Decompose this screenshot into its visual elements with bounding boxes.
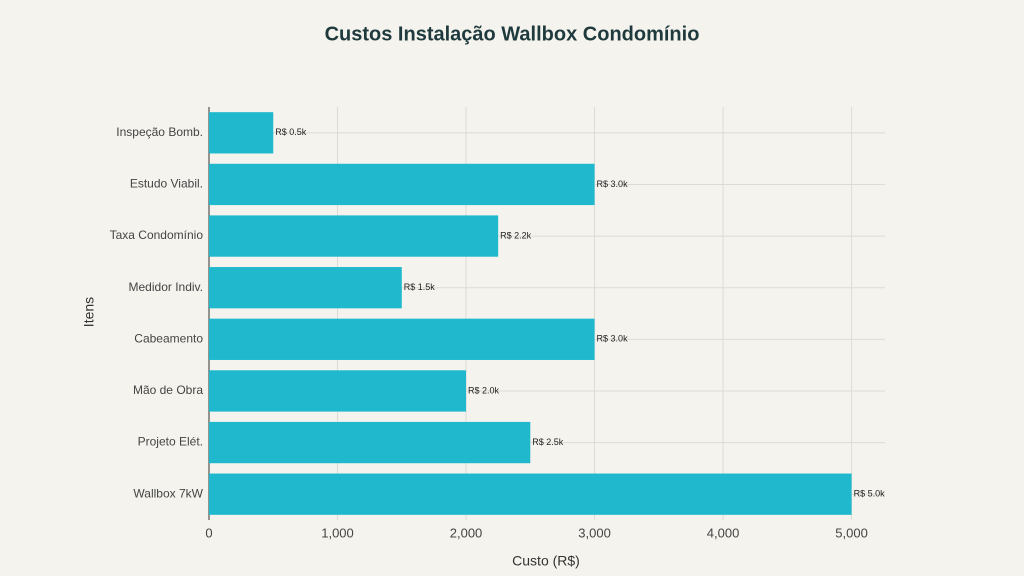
bar bbox=[209, 318, 595, 360]
y-tick-label: Inspeção Bomb. bbox=[116, 125, 203, 139]
y-tick-label: Projeto Elét. bbox=[138, 435, 203, 449]
y-tick-label: Taxa Condomínio bbox=[110, 228, 204, 242]
x-tick-label: 1,000 bbox=[321, 525, 354, 540]
x-tick-label: 5,000 bbox=[835, 525, 868, 540]
value-label: R$ 0.5k bbox=[275, 127, 307, 137]
value-label: R$ 3.0k bbox=[597, 334, 629, 344]
bar bbox=[209, 421, 531, 464]
y-tick-label: Estudo Viabil. bbox=[130, 177, 203, 191]
bar bbox=[209, 267, 402, 309]
y-axis-title: Itens bbox=[81, 297, 97, 327]
y-tick-label: Wallbox 7kW bbox=[133, 486, 203, 500]
x-axis-title: Custo (R$) bbox=[512, 553, 580, 569]
x-tick-label: 2,000 bbox=[450, 525, 483, 540]
value-label: R$ 3.0k bbox=[597, 179, 629, 189]
y-tick-label: Mão de Obra bbox=[133, 383, 203, 397]
value-label: R$ 5.0k bbox=[854, 489, 886, 499]
chart-title: Custos Instalação Wallbox Condomínio bbox=[325, 23, 700, 45]
y-tick-label: Medidor Indiv. bbox=[129, 280, 203, 294]
bar bbox=[209, 473, 852, 515]
bar bbox=[209, 370, 467, 412]
x-tick-label: 3,000 bbox=[578, 525, 611, 540]
x-tick-label: 0 bbox=[205, 525, 212, 540]
x-tick-label: 4,000 bbox=[707, 525, 740, 540]
value-label: R$ 2.2k bbox=[500, 230, 532, 240]
bar bbox=[209, 215, 499, 257]
value-label: R$ 1.5k bbox=[404, 282, 436, 292]
bar bbox=[209, 112, 274, 154]
value-label: R$ 2.5k bbox=[532, 437, 564, 447]
y-tick-label: Cabeamento bbox=[134, 331, 203, 345]
value-label: R$ 2.0k bbox=[468, 385, 500, 395]
bar bbox=[209, 163, 595, 206]
